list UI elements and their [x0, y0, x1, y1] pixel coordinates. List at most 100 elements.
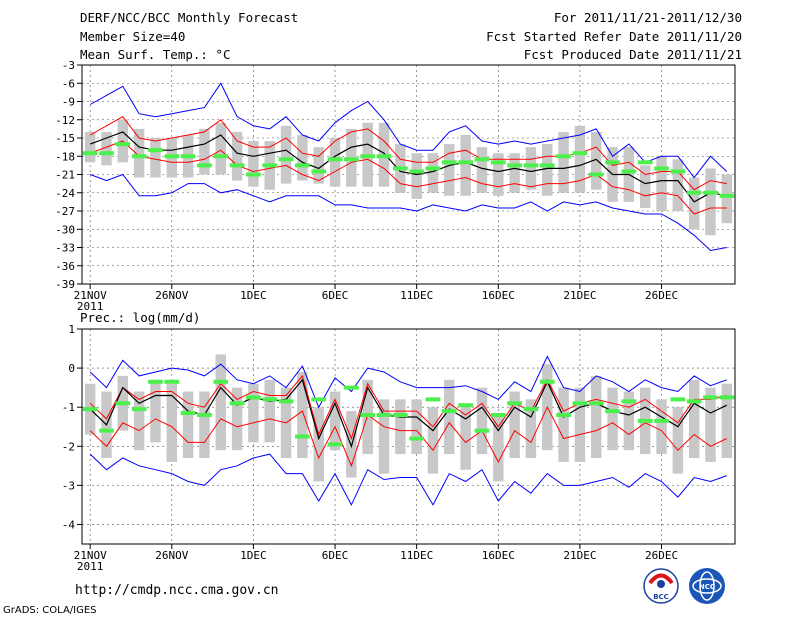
x-tick-label: 6DEC: [322, 289, 349, 302]
x-tick-label: 1DEC: [240, 549, 267, 562]
series-lower-spread: [89, 406, 728, 468]
y-tick-label: -1: [62, 401, 75, 414]
observed-marker: [197, 413, 212, 417]
series-ensemble-min: [90, 173, 727, 252]
series-ensemble-min: [89, 453, 727, 507]
ensemble-box: [721, 174, 733, 224]
ensemble-box: [672, 407, 684, 474]
ensemble-box: [199, 391, 210, 458]
ncc-logo: NCC: [689, 568, 725, 604]
series-ensemble-mean: [89, 131, 727, 203]
produced-date-label: Fcst Produced Date 2011/11/21: [523, 47, 742, 62]
ensemble-box: [639, 165, 651, 208]
x-tick-label: 1DEC: [240, 289, 267, 302]
y-tick-label: -3: [62, 479, 75, 492]
chart-title: DERF/NCC/BCC Monthly Forecast: [80, 10, 299, 25]
ensemble-box: [199, 128, 210, 175]
series-ensemble-max: [89, 82, 728, 179]
observed-marker: [278, 399, 294, 404]
observed-marker: [523, 163, 539, 168]
observed-marker: [686, 399, 702, 404]
observed-marker: [180, 154, 196, 159]
observed-marker: [490, 413, 506, 417]
observed-marker: [637, 160, 653, 165]
observed-marker: [441, 409, 457, 414]
observed-marker: [719, 395, 735, 400]
ensemble-box: [101, 131, 112, 166]
observed-marker: [262, 163, 278, 168]
observed-marker: [164, 154, 180, 159]
y-tick-label: 1: [68, 323, 75, 336]
observed-marker: [474, 428, 490, 433]
observed-marker: [311, 397, 327, 402]
x-tick-label: 21DEC: [563, 549, 596, 562]
ensemble-box: [623, 391, 635, 451]
observed-marker: [148, 148, 163, 153]
y-tick-label: -2: [62, 440, 75, 453]
series-ensemble-mean: [89, 378, 728, 449]
observed-marker: [131, 154, 147, 159]
precip-variable-label: Prec.: log(mm/d): [80, 310, 201, 325]
grads-credit: GrADS: COLA/IGES: [3, 605, 97, 616]
observed-marker: [654, 166, 669, 171]
observed-marker: [213, 379, 229, 384]
x-tick-label: 26DEC: [645, 289, 678, 302]
x-tick-label: 11DEC: [400, 549, 433, 562]
ensemble-box: [231, 131, 243, 181]
observed-marker: [197, 163, 212, 168]
observed-marker: [507, 163, 522, 168]
observed-marker: [82, 407, 98, 412]
observed-marker: [703, 190, 718, 195]
observed-marker: [556, 154, 571, 159]
ensemble-box: [411, 399, 422, 455]
y-tick-label: -3: [62, 59, 75, 72]
ensemble-box: [248, 383, 259, 443]
ensemble-box: [313, 147, 324, 184]
y-tick-label: -27: [55, 205, 75, 218]
y-tick-label: -12: [55, 114, 75, 127]
observed-marker: [229, 163, 245, 168]
series-ensemble-max: [89, 355, 727, 409]
x-tick-label: 26NOV: [155, 549, 188, 562]
observed-marker: [523, 407, 539, 412]
x-tick-label: 16DEC: [482, 549, 515, 562]
observed-marker: [278, 157, 294, 162]
ensemble-box: [427, 407, 439, 474]
observed-marker: [490, 160, 506, 165]
temperature-variable-label: Mean Surf. Temp.: °C: [80, 47, 231, 62]
series-upper-spread: [89, 116, 727, 191]
ensemble-box: [591, 131, 602, 190]
observed-marker: [572, 401, 588, 406]
ensemble-box: [558, 387, 569, 462]
y-tick-label: -4: [62, 518, 76, 531]
ensemble-box: [150, 379, 161, 443]
temperature-panel: -3 -6 -9 -12 -15 -18 -21 -24 -27 -30 -33 -36 -3921NO…: [55, 59, 736, 313]
observed-marker: [621, 169, 637, 174]
ensemble-box: [460, 134, 471, 196]
observed-marker: [654, 418, 669, 423]
y-tick-label: -30: [55, 223, 75, 236]
observed-marker: [409, 169, 425, 174]
observed-marker: [376, 413, 392, 417]
x-tick-label: 16DEC: [482, 289, 515, 302]
y-tick-label: -39: [55, 278, 75, 291]
ensemble-box: [558, 131, 569, 193]
member-size-label: Member Size=40: [80, 29, 186, 44]
ensemble-box: [313, 407, 324, 482]
bcc-logo: BCC: [643, 568, 679, 604]
observed-marker: [670, 169, 686, 174]
ensemble-box: [133, 128, 145, 178]
y-tick-label: -9: [62, 96, 75, 109]
forecast-period-label: For 2011/11/21-2011/12/30: [553, 10, 742, 25]
observed-marker: [295, 163, 310, 168]
ensemble-box: [476, 387, 488, 455]
observed-marker: [262, 397, 278, 402]
y-tick-label: -6: [62, 77, 75, 90]
ensemble-box: [329, 138, 341, 187]
ncc-logo-text: NCC: [699, 583, 715, 591]
ensemble-box: [705, 168, 716, 236]
observed-marker: [539, 163, 555, 168]
observed-marker: [556, 413, 571, 417]
source-url: http://cmdp.ncc.cma.gov.cn: [75, 583, 279, 598]
observed-marker: [441, 160, 457, 165]
